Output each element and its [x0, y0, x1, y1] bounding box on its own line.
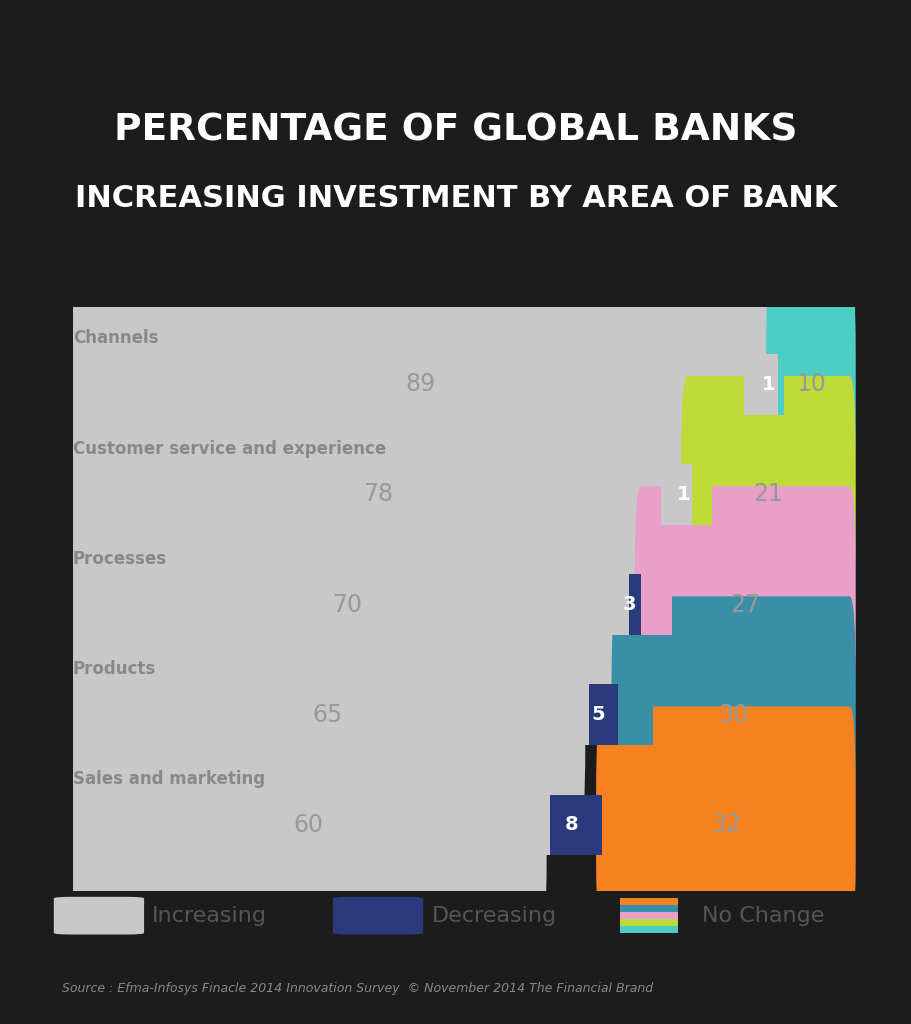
Text: 21: 21	[752, 482, 783, 507]
Bar	[687, 464, 711, 524]
Bar	[619, 912, 677, 920]
Text: INCREASING INVESTMENT BY AREA OF BANK: INCREASING INVESTMENT BY AREA OF BANK	[75, 184, 836, 213]
Text: 3: 3	[622, 595, 635, 614]
FancyBboxPatch shape	[70, 486, 623, 723]
Text: PERCENTAGE OF GLOBAL BANKS: PERCENTAGE OF GLOBAL BANKS	[114, 113, 797, 148]
Text: 8: 8	[564, 815, 578, 835]
Text: 27: 27	[730, 593, 760, 616]
Text: 1: 1	[676, 485, 690, 504]
Text: 30: 30	[718, 702, 748, 727]
Text: Products: Products	[73, 659, 156, 678]
FancyBboxPatch shape	[634, 486, 855, 723]
Bar	[563, 684, 589, 745]
Text: 60: 60	[293, 813, 323, 837]
Text: 1: 1	[761, 375, 774, 394]
Bar	[660, 464, 691, 524]
Text: 70: 70	[332, 593, 362, 616]
FancyBboxPatch shape	[54, 897, 144, 935]
Text: Sales and marketing: Sales and marketing	[73, 770, 265, 787]
Text: Channels: Channels	[73, 330, 159, 347]
Bar	[679, 464, 687, 524]
Bar	[540, 795, 601, 855]
Bar	[619, 898, 677, 905]
Bar	[640, 574, 671, 635]
Bar	[619, 920, 677, 926]
FancyBboxPatch shape	[611, 596, 855, 834]
Bar	[526, 795, 549, 855]
Bar	[578, 684, 617, 745]
Text: Decreasing: Decreasing	[431, 905, 556, 926]
Text: No Change: No Change	[701, 905, 824, 926]
FancyBboxPatch shape	[70, 266, 770, 503]
Bar	[772, 354, 783, 415]
Text: Increasing: Increasing	[152, 905, 267, 926]
Bar	[617, 574, 640, 635]
Bar	[619, 926, 677, 933]
Bar	[619, 905, 677, 912]
Text: 10: 10	[795, 373, 825, 396]
Text: 32: 32	[711, 813, 740, 837]
FancyBboxPatch shape	[681, 376, 855, 612]
FancyBboxPatch shape	[333, 897, 423, 935]
FancyBboxPatch shape	[70, 596, 585, 834]
FancyBboxPatch shape	[765, 266, 855, 503]
Text: 78: 78	[363, 482, 393, 507]
Text: Source : Efma-Infosys Finacle 2014 Innovation Survey  © November 2014 The Financ: Source : Efma-Infosys Finacle 2014 Innov…	[62, 982, 652, 994]
FancyBboxPatch shape	[70, 707, 546, 943]
FancyBboxPatch shape	[596, 707, 855, 943]
Text: Customer service and experience: Customer service and experience	[73, 439, 385, 458]
Text: Processes: Processes	[73, 550, 167, 567]
Text: 65: 65	[312, 702, 343, 727]
Text: 89: 89	[405, 373, 435, 396]
Bar	[617, 684, 651, 745]
Bar	[601, 574, 628, 635]
Bar	[601, 795, 639, 855]
Bar	[743, 354, 777, 415]
Bar	[763, 354, 772, 415]
Text: 5: 5	[591, 706, 605, 724]
FancyBboxPatch shape	[70, 376, 685, 612]
